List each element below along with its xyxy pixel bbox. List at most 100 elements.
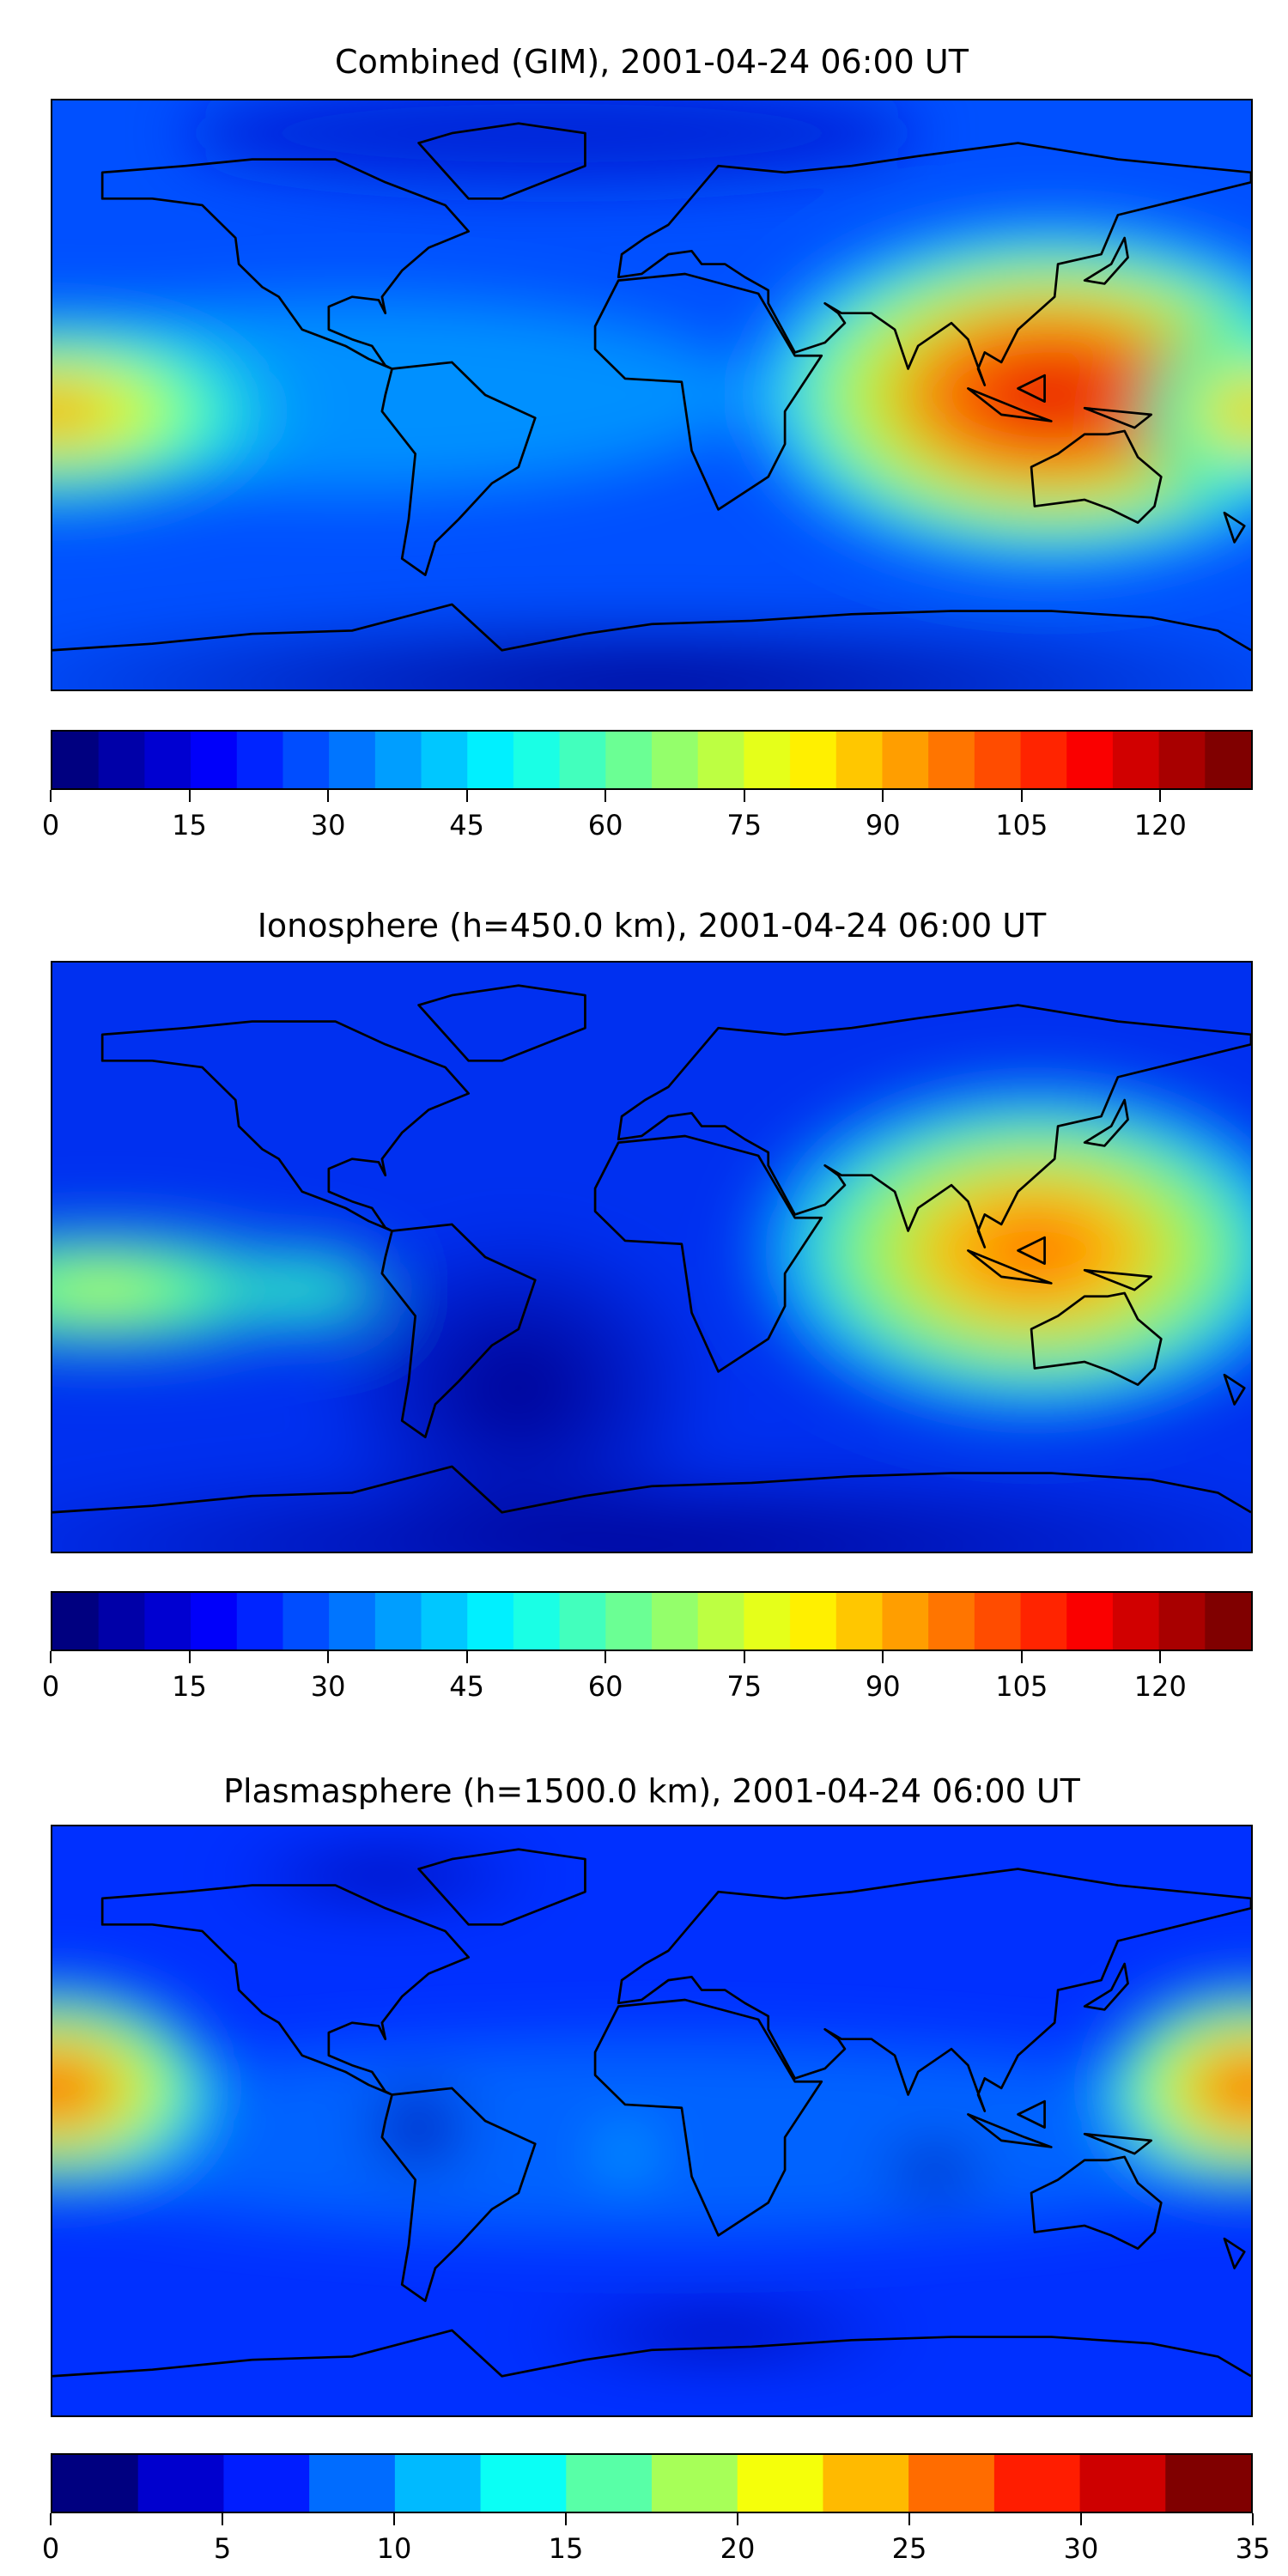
colorbar-segment <box>1158 1593 1206 1649</box>
tick-label: 35 <box>1235 2532 1271 2565</box>
tick-label: 90 <box>865 1670 901 1703</box>
colorbar-segment <box>908 2455 995 2512</box>
tick-label: 0 <box>41 2532 60 2565</box>
colorbar-segment <box>329 1593 376 1649</box>
tick-mark <box>1020 790 1023 802</box>
colorbar-segment <box>144 1593 191 1649</box>
tick-label: 75 <box>726 1670 762 1703</box>
colorbar-segment <box>566 2455 653 2512</box>
map-ionosphere <box>51 961 1253 1553</box>
tick-mark <box>565 2513 567 2525</box>
colorbar-ticks-ionosphere: 0 15 30 45 60 75 90 105 120 <box>42 1651 1253 1703</box>
colorbar-segment <box>1158 732 1206 788</box>
tick-mark <box>737 2513 738 2525</box>
colorbar-segment <box>790 1593 837 1649</box>
tick-label: 75 <box>726 809 762 841</box>
chart-title-combined: Combined (GIM), 2001-04-24 06:00 UT <box>335 43 969 81</box>
pacific-anomaly-east <box>1084 1973 1251 2203</box>
colorbar-segment <box>513 732 561 788</box>
colorbar-segment <box>309 2455 396 2512</box>
tick-mark <box>222 2513 223 2525</box>
tick-label: 30 <box>310 809 346 841</box>
colorbar-segment <box>421 732 468 788</box>
tick-label: 30 <box>310 1670 346 1703</box>
tick-mark <box>393 2513 395 2525</box>
tick-label: 15 <box>172 1670 207 1703</box>
south-depletion <box>52 1463 1251 1552</box>
colorbar-combined <box>51 730 1253 790</box>
tick-mark <box>50 2513 52 2525</box>
tick-mark <box>465 1651 468 1663</box>
colorbar-segment <box>652 1593 699 1649</box>
tick-label: 105 <box>995 1670 1048 1703</box>
colorbar-segment <box>559 732 607 788</box>
tick-mark <box>1159 790 1162 802</box>
colorbar-plasmasphere <box>51 2453 1253 2513</box>
colorbar-segment <box>974 1593 1022 1649</box>
colorbar-segment <box>144 732 191 788</box>
tick-label: 45 <box>449 1670 484 1703</box>
tick-mark <box>882 1651 884 1663</box>
tick-label: 90 <box>865 809 901 841</box>
tick-mark <box>465 790 468 802</box>
colorbar-segment <box>421 1593 468 1649</box>
map-plasmasphere <box>51 1825 1253 2417</box>
colorbar-segment <box>98 1593 146 1649</box>
map-combined <box>51 99 1253 691</box>
colorbar-segment <box>605 732 653 788</box>
colorbar-segment <box>394 2455 482 2512</box>
colorbar-segment <box>928 732 975 788</box>
colorbar-segment <box>652 2455 738 2512</box>
colorbar-segment <box>1165 2455 1251 2512</box>
pacific-anomaly <box>52 1207 403 1372</box>
colorbar-segment <box>744 732 791 788</box>
colorbar-ticks-combined: 0 15 30 45 60 75 90 105 120 <box>42 790 1253 841</box>
colorbar-segment <box>467 732 514 788</box>
tick-label: 45 <box>449 809 484 841</box>
north-depletion <box>185 100 919 183</box>
tick-label: 30 <box>1063 2532 1099 2565</box>
asia-anomaly <box>735 1070 1251 1431</box>
colorbar-segment <box>835 1593 884 1649</box>
colorbar-segment <box>1205 1593 1251 1649</box>
colorbar-segment <box>283 1593 330 1649</box>
colorbar-segment <box>236 732 284 788</box>
tick-label: 120 <box>1133 809 1187 841</box>
colorbar-segment <box>697 732 745 788</box>
tick-mark <box>1252 2513 1254 2525</box>
colorbar-segment <box>283 732 330 788</box>
tick-label: 5 <box>213 2532 232 2565</box>
colorbar-segment <box>52 2455 139 2512</box>
colorbar-segment <box>1066 732 1114 788</box>
tick-label: 0 <box>41 809 60 841</box>
colorbar-segment <box>882 1593 929 1649</box>
colorbar-segment <box>823 2455 909 2512</box>
tick-mark <box>743 1651 745 1663</box>
colorbar-segment <box>236 1593 284 1649</box>
colorbar-segment <box>223 2455 310 2512</box>
tick-mark <box>1080 2513 1082 2525</box>
tick-mark <box>908 2513 910 2525</box>
colorbar-segment <box>697 1593 745 1649</box>
colorbar-segment <box>652 732 699 788</box>
tick-mark <box>50 1651 52 1663</box>
colorbar-segment <box>329 732 376 788</box>
colorbar-segment <box>98 732 146 788</box>
tick-mark <box>1159 1651 1162 1663</box>
asia-anomaly <box>735 215 1251 575</box>
tick-label: 25 <box>891 2532 927 2565</box>
tick-mark <box>605 790 607 802</box>
tick-mark <box>50 790 52 802</box>
chart-title-ionosphere: Ionosphere (h=450.0 km), 2001-04-24 06:0… <box>257 907 1047 945</box>
tick-label: 15 <box>548 2532 584 2565</box>
colorbar-segment <box>191 1593 238 1649</box>
tick-mark <box>327 790 330 802</box>
colorbar-segment <box>1066 1593 1114 1649</box>
colorbar-segment <box>513 1593 561 1649</box>
colorbar-segment <box>928 1593 975 1649</box>
colorbar-segment <box>374 1593 422 1649</box>
colorbar-segment <box>191 732 238 788</box>
colorbar-segment <box>605 1593 653 1649</box>
colorbar-segment <box>1079 2455 1166 2512</box>
colorbar-segment <box>1112 732 1160 788</box>
